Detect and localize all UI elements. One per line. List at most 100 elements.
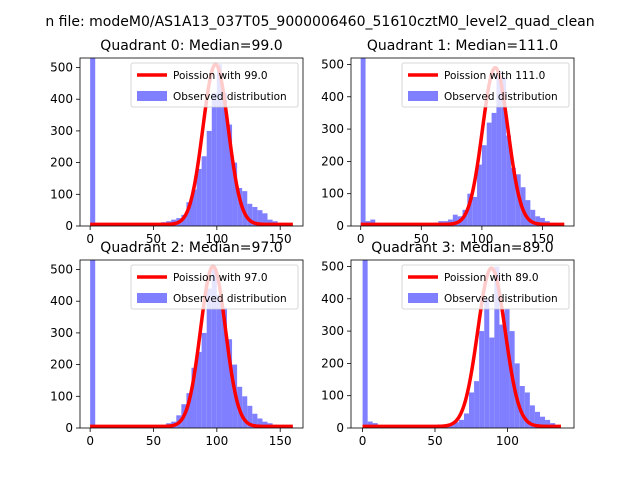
x-tick-label-0: 0: [359, 434, 367, 448]
legend-label: Observed distribution: [444, 293, 558, 305]
legend-patch-swatch: [137, 293, 167, 303]
x-tick-label-0: 0: [86, 232, 94, 246]
x-tick-label-50: 50: [146, 434, 161, 448]
poisson-curve: [361, 266, 562, 428]
histogram-bar-9: [196, 351, 202, 428]
histogram-bar-18: [237, 187, 243, 226]
x-tick-label-100: 100: [205, 434, 228, 448]
y-tick-label-100: 100: [50, 389, 73, 403]
histogram-bar-9: [191, 189, 197, 226]
histogram-bar-23: [539, 416, 546, 428]
histogram-bar-13: [489, 337, 495, 428]
y-tick-label-500: 500: [321, 259, 344, 273]
histogram-bar-7: [181, 214, 187, 226]
panel-title: Quadrant 1: Median=111.0: [367, 38, 558, 54]
histogram-bar-13: [472, 196, 478, 226]
quadrant-0-panel: 0 50 100 150 0 100 200 300 400 500 Quadrant 0: Med…: [50, 38, 304, 246]
poisson-curve: [89, 264, 294, 428]
histogram-bar-18: [496, 70, 502, 226]
legend-box: [130, 62, 299, 108]
histogram-bar-0: [362, 260, 368, 428]
y-tick-label-0: 0: [336, 219, 344, 233]
y-tick-label-200: 200: [321, 356, 344, 370]
quadrant-2-panel: 0 50 100 150 0 100 200 300 400 500 Quadrant 2: Med…: [50, 240, 304, 448]
poisson-curve: [359, 65, 566, 226]
histogram-bar-10: [196, 168, 202, 226]
histogram-bar-21: [252, 206, 258, 226]
histogram-bar-18: [242, 396, 248, 428]
x-tick-label-150: 150: [531, 232, 554, 246]
legend: Poission with 89.0 Observed distribution: [401, 264, 570, 310]
histogram-bar-16: [486, 122, 492, 226]
histogram-bar-12: [467, 193, 473, 226]
legend-label: Observed distribution: [173, 91, 287, 103]
histogram-bar-6: [453, 422, 459, 428]
x-tick-label-100: 100: [205, 232, 228, 246]
histogram-bar-12: [206, 130, 212, 226]
legend-box: [130, 264, 299, 310]
histogram-bar-21: [529, 405, 535, 428]
legend-label: Observed distribution: [444, 91, 558, 103]
histogram-bar-11: [479, 331, 485, 428]
histogram-bar-8: [463, 413, 470, 428]
histogram-bar-23: [262, 213, 268, 226]
plot-marks: [361, 260, 562, 428]
histogram-bar-15: [226, 339, 233, 428]
legend-label: Poission with 99.0: [173, 70, 268, 82]
y-tick-label-300: 300: [321, 324, 344, 338]
histogram-bar-9: [469, 392, 475, 428]
histogram-bar-11: [206, 288, 212, 428]
legend-patch-swatch: [137, 91, 167, 101]
y-tick-label-300: 300: [50, 124, 73, 138]
legend-label: Poission with 97.0: [173, 272, 268, 284]
y-tick-label-0: 0: [65, 421, 73, 435]
y-tick-label-400: 400: [321, 90, 344, 104]
plot-marks: [359, 58, 566, 226]
quadrant-1-panel: 0 50 100 150 0 100 200 300 400 500 Quadrant 1: Med…: [321, 38, 575, 246]
x-tick-label-100: 100: [470, 232, 493, 246]
y-tick-label-500: 500: [50, 61, 73, 75]
x-tick-label-0: 0: [357, 232, 365, 246]
legend: Poission with 97.0 Observed distribution: [130, 264, 299, 310]
histogram-bar-15: [221, 92, 227, 226]
legend-patch-swatch: [408, 293, 438, 303]
axes-frame: [350, 57, 575, 227]
histogram-bar-12: [484, 298, 490, 428]
histogram-bar-14: [477, 164, 482, 226]
x-tick-label-100: 100: [496, 434, 519, 448]
y-tick-label-400: 400: [321, 292, 344, 306]
figure-suptitle: n file: modeM0/AS1A13_037T05_9000006460_…: [45, 14, 594, 30]
panel-title: Quadrant 3: Median=89.0: [371, 240, 553, 256]
panel-title: Quadrant 2: Median=97.0: [100, 240, 282, 256]
histogram-bar-13: [216, 294, 222, 428]
y-tick-label-100: 100: [50, 187, 73, 201]
histogram-bar-0: [90, 260, 96, 428]
y-tick-label-400: 400: [50, 294, 73, 308]
legend-label: Observed distribution: [173, 293, 287, 305]
histogram-bar-0: [90, 58, 96, 226]
histogram-bar-15: [481, 145, 487, 226]
histogram-bar-10: [201, 332, 207, 428]
x-tick-label-150: 150: [269, 232, 292, 246]
x-tick-label-50: 50: [146, 232, 161, 246]
histogram-bar-20: [524, 392, 530, 428]
legend-label: Poission with 111.0: [444, 70, 545, 82]
histogram-bar-24: [545, 419, 551, 428]
histogram-bar-19: [242, 191, 248, 226]
histogram-bar-0: [360, 58, 366, 226]
histogram-bar-20: [252, 413, 258, 428]
histogram-bar-22: [534, 411, 540, 428]
legend: Poission with 111.0 Observed distribution: [401, 62, 570, 108]
histogram-bar-26: [535, 216, 541, 226]
histogram-bar-16: [504, 308, 510, 428]
poisson-curve: [89, 62, 294, 226]
histogram-bar-14: [216, 64, 222, 226]
y-tick-label-300: 300: [321, 122, 344, 136]
legend-label: Poission with 89.0: [444, 272, 539, 284]
y-tick-label-200: 200: [50, 156, 73, 170]
axes-frame: [79, 259, 304, 429]
y-tick-label-500: 500: [50, 263, 73, 277]
histogram-bar-24: [525, 200, 531, 226]
histogram-bar-22: [257, 210, 263, 226]
